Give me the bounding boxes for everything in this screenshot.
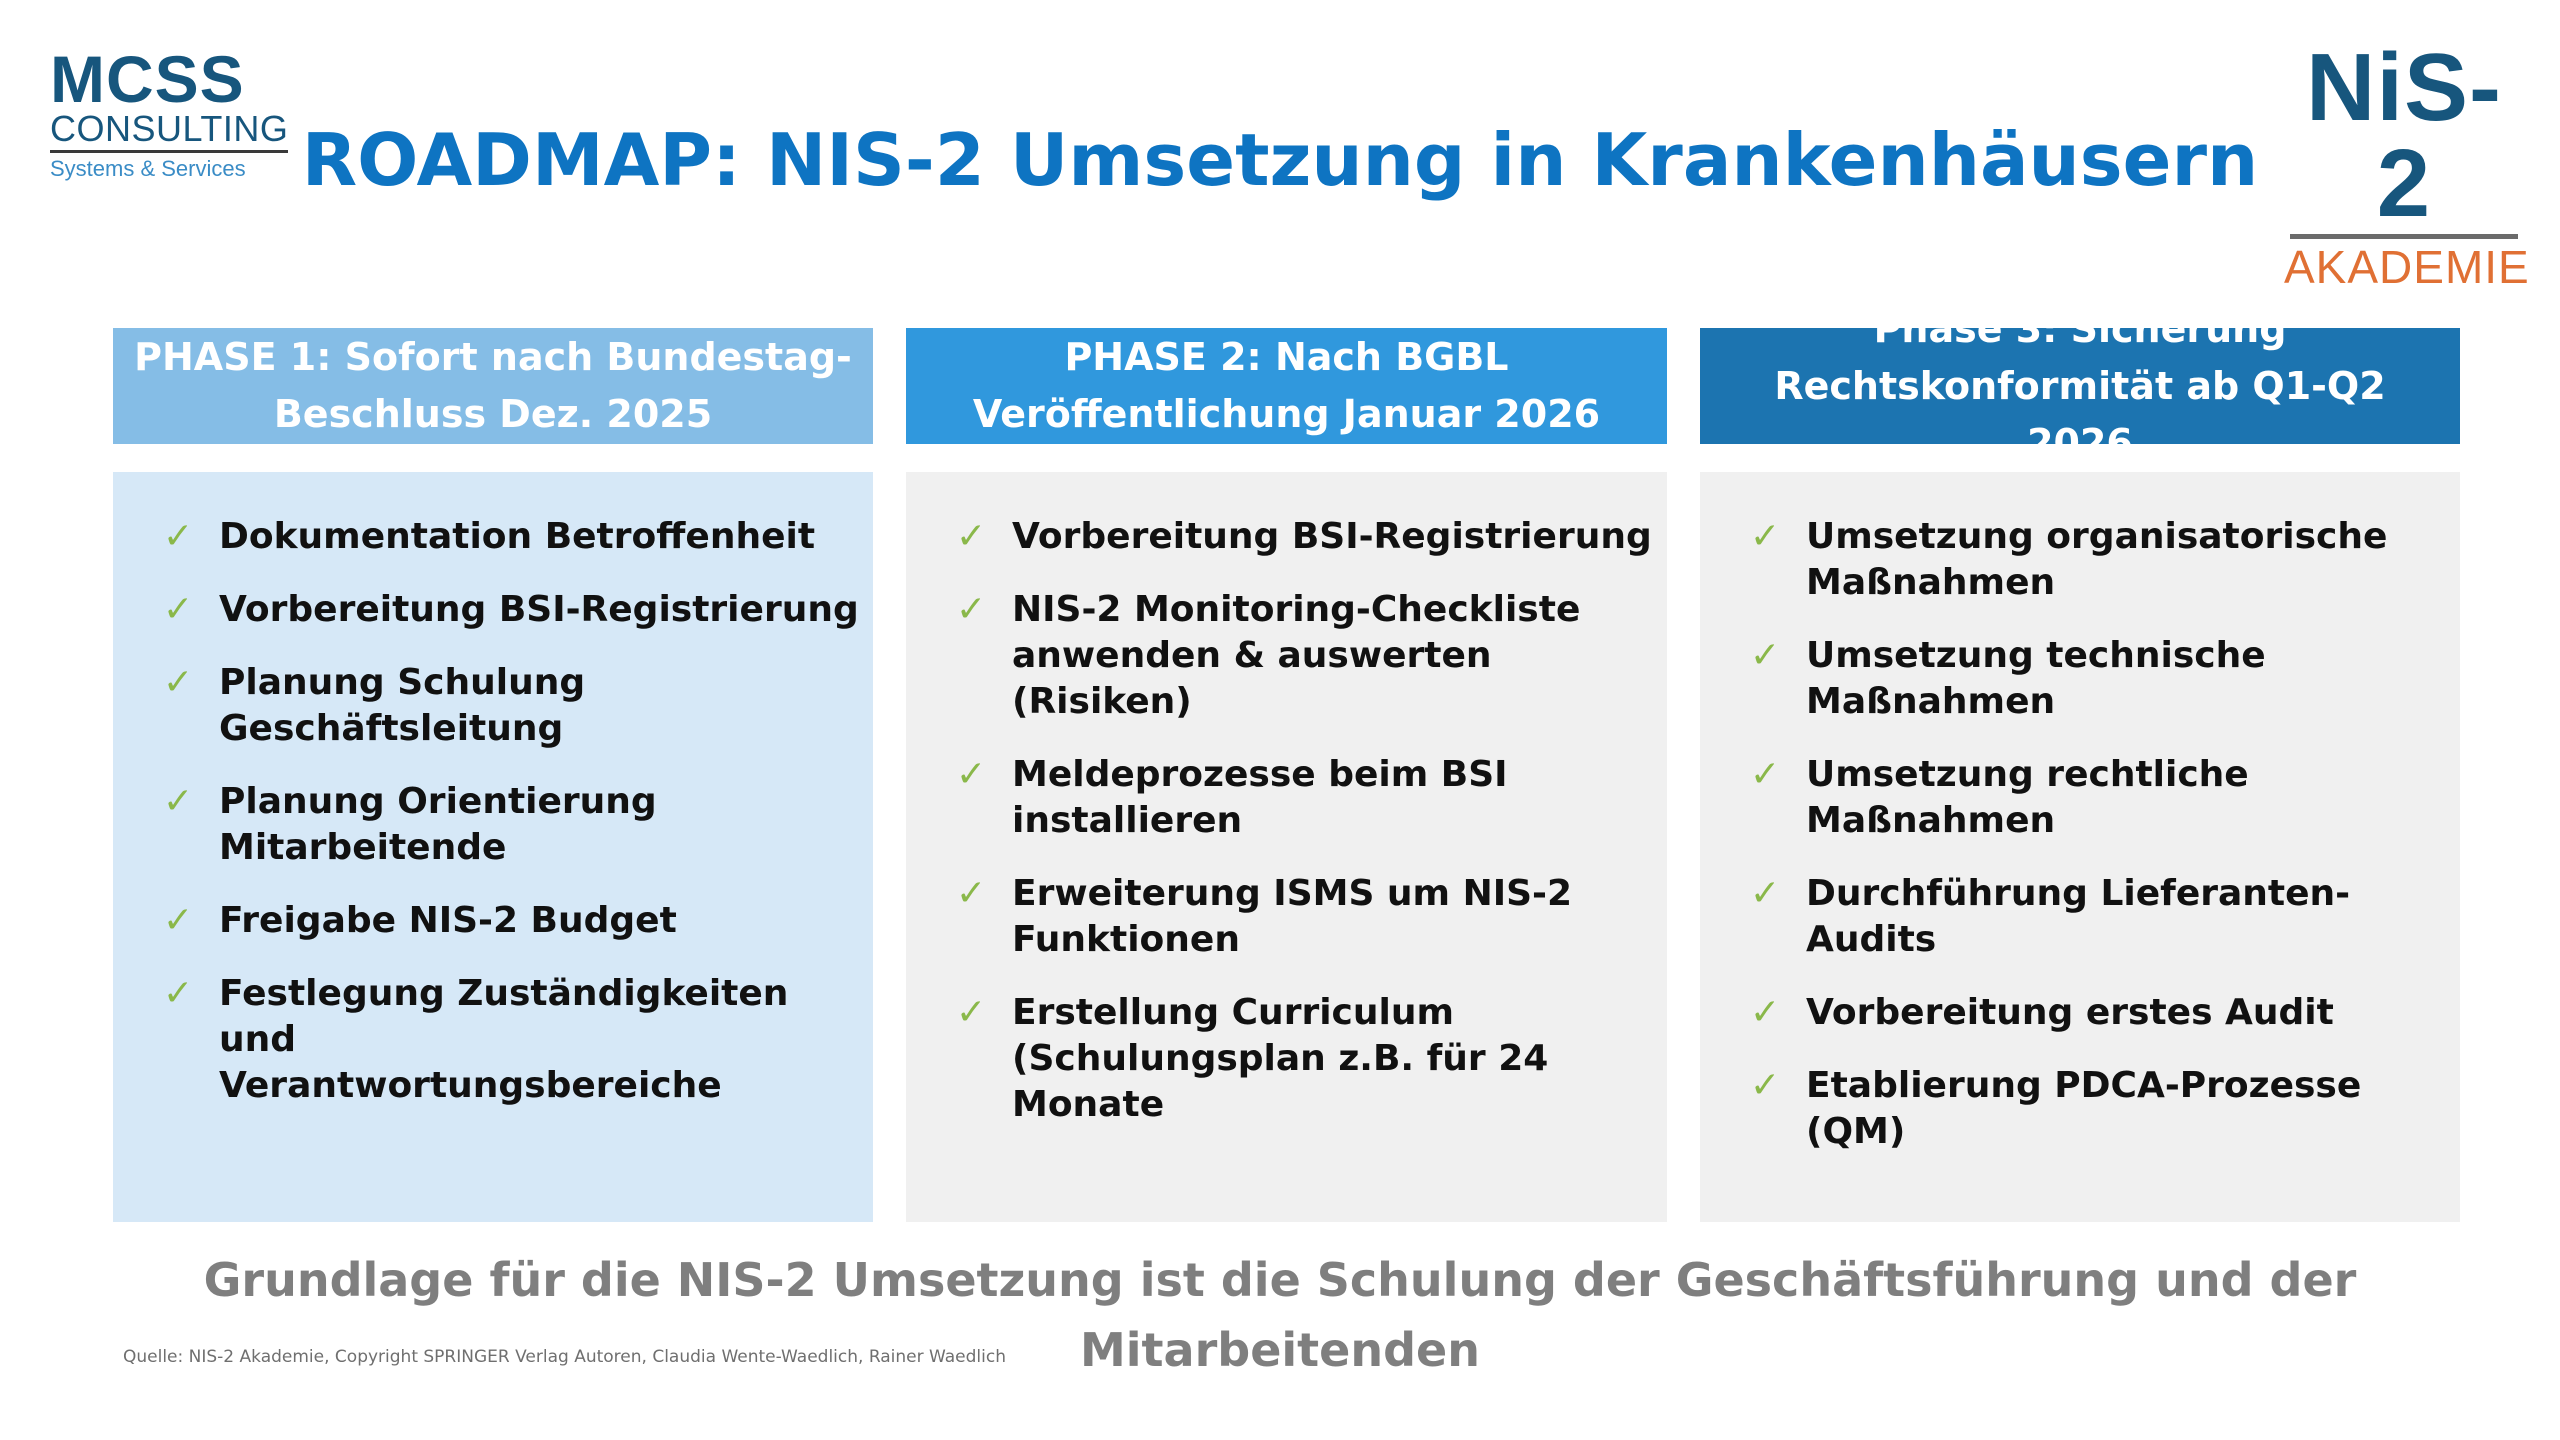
- phase-2-panel: ✓ Vorbereitung BSI-Registrierung ✓ NIS-2…: [906, 472, 1667, 1222]
- checkmark-icon: ✓: [163, 781, 194, 822]
- checklist-item-text: Vorbereitung erstes Audit: [1806, 992, 2334, 1033]
- checklist-item: ✓ Durchführung Lieferanten-Audits: [1750, 871, 2460, 963]
- checklist-item-text: Erstellung Curriculum (Schulungsplan z.B.…: [1012, 992, 1549, 1125]
- checklist-item: ✓ Planung Orientierung Mitarbeitende: [163, 779, 873, 871]
- checkmark-icon: ✓: [956, 992, 987, 1033]
- checkmark-icon: ✓: [1750, 635, 1781, 676]
- checklist-item-text: Vorbereitung BSI-Registrierung: [1012, 516, 1652, 557]
- checklist-item: ✓ Erstellung Curriculum (Schulungsplan z.…: [956, 990, 1667, 1128]
- phase-3-header: Phase 3: Sicherung Rechtskonformität ab …: [1700, 307, 2460, 465]
- phase-1-header: PHASE 1: Sofort nach Bundestag- Beschlus…: [113, 328, 873, 444]
- checklist-item: ✓ Planung Schulung Geschäftsleitung: [163, 660, 873, 752]
- phase-3-panel: ✓ Umsetzung organisatorische Maßnahmen ✓ …: [1700, 472, 2460, 1222]
- checklist-item: ✓ NIS-2 Monitoring-Checkliste anwenden & …: [956, 587, 1667, 725]
- checklist-item: ✓ Vorbereitung BSI-Registrierung: [956, 514, 1667, 560]
- source-citation: Quelle: NIS-2 Akademie, Copyright SPRING…: [123, 1347, 1006, 1367]
- checkmark-icon: ✓: [163, 589, 194, 630]
- checkmark-icon: ✓: [956, 754, 987, 795]
- checklist-item-text: Durchführung Lieferanten-Audits: [1806, 873, 2351, 960]
- checklist-item-text: Planung Schulung Geschäftsleitung: [219, 662, 586, 749]
- checklist-item: ✓ Erweiterung ISMS um NIS-2 Funktionen: [956, 871, 1667, 963]
- slide-title: ROADMAP: NIS-2 Umsetzung in Krankenhäuse…: [301, 118, 2259, 202]
- checklist-item: ✓ Umsetzung rechtliche Maßnahmen: [1750, 752, 2460, 844]
- checkmark-icon: ✓: [956, 589, 987, 630]
- nis2-logo-line1: NiS-2: [2306, 34, 2502, 237]
- phase-2-header-line2: Veröffentlichung Januar 2026: [972, 392, 1601, 436]
- checkmark-icon: ✓: [1750, 992, 1781, 1033]
- checklist-item-text: Umsetzung rechtliche Maßnahmen: [1806, 754, 2249, 841]
- phase-2-checklist: ✓ Vorbereitung BSI-Registrierung ✓ NIS-2…: [906, 472, 1667, 1128]
- mcss-consulting-logo: MCSS CONSULTING Systems & Services: [50, 42, 290, 185]
- checkmark-icon: ✓: [1750, 1065, 1781, 1106]
- checklist-item: ✓ Umsetzung technische Maßnahmen: [1750, 633, 2460, 725]
- checklist-item: ✓ Vorbereitung erstes Audit: [1750, 990, 2460, 1036]
- checklist-item-text: Planung Orientierung Mitarbeitende: [219, 781, 657, 868]
- checklist-item-text: Umsetzung organisatorische Maßnahmen: [1806, 516, 2388, 603]
- phase-2-header: PHASE 2: Nach BGBL Veröffentlichung Janu…: [906, 328, 1667, 444]
- mcss-logo-line3: Systems & Services: [50, 156, 246, 181]
- footer-statement: Grundlage für die NIS-2 Umsetzung ist di…: [203, 1253, 2357, 1377]
- phase-1-panel: ✓ Dokumentation Betroffenheit ✓ Vorberei…: [113, 472, 873, 1222]
- checklist-item-text: Freigabe NIS-2 Budget: [219, 900, 677, 941]
- checklist-item: ✓ Freigabe NIS-2 Budget: [163, 898, 873, 944]
- checkmark-icon: ✓: [1750, 754, 1781, 795]
- mcss-logo-line1: MCSS: [50, 42, 245, 116]
- checklist-item-text: Umsetzung technische Maßnahmen: [1806, 635, 2266, 722]
- checkmark-icon: ✓: [1750, 516, 1781, 557]
- phase-2-header-line1: PHASE 2: Nach BGBL: [1064, 335, 1509, 379]
- checklist-item: ✓ Vorbereitung BSI-Registrierung: [163, 587, 873, 633]
- checklist-item: ✓ Dokumentation Betroffenheit: [163, 514, 873, 560]
- checklist-item-text: NIS-2 Monitoring-Checkliste anwenden & au…: [1012, 589, 1581, 722]
- checklist-item: ✓ Etablierung PDCA-Prozesse (QM): [1750, 1063, 2460, 1155]
- checklist-item-text: Etablierung PDCA-Prozesse (QM): [1806, 1065, 2362, 1152]
- nis2-akademie-logo: NiS-2 AKADEMIE: [2284, 34, 2530, 293]
- phase-3-checklist: ✓ Umsetzung organisatorische Maßnahmen ✓ …: [1700, 472, 2460, 1155]
- checklist-item: ✓ Umsetzung organisatorische Maßnahmen: [1750, 514, 2460, 606]
- checkmark-icon: ✓: [163, 662, 194, 703]
- mcss-logo-line2: CONSULTING: [50, 110, 289, 153]
- nis2-logo-line2: AKADEMIE: [2284, 241, 2530, 293]
- phase-3-header-line1: Phase 3: Sicherung: [1873, 306, 2287, 351]
- checkmark-icon: ✓: [956, 516, 987, 557]
- checkmark-icon: ✓: [163, 900, 194, 941]
- checkmark-icon: ✓: [1750, 873, 1781, 914]
- phase-3-header-line2: Rechtskonformität ab Q1-Q2 2026: [1774, 363, 2386, 465]
- checklist-item-text: Festlegung Zuständigkeiten und Verantwort…: [219, 973, 789, 1106]
- phase-1-checklist: ✓ Dokumentation Betroffenheit ✓ Vorberei…: [113, 472, 873, 1109]
- checklist-item-text: Meldeprozesse beim BSI installieren: [1012, 754, 1508, 841]
- nis2-logo-divider: [2290, 234, 2518, 239]
- checkmark-icon: ✓: [163, 516, 194, 557]
- checklist-item-text: Erweiterung ISMS um NIS-2 Funktionen: [1012, 873, 1573, 960]
- phase-1-header-line1: PHASE 1: Sofort nach Bundestag-: [134, 335, 852, 379]
- checklist-item: ✓ Festlegung Zuständigkeiten und Verantwo…: [163, 971, 873, 1109]
- checkmark-icon: ✓: [163, 973, 194, 1014]
- checklist-item: ✓ Meldeprozesse beim BSI installieren: [956, 752, 1667, 844]
- checklist-item-text: Vorbereitung BSI-Registrierung: [219, 589, 859, 630]
- checklist-item-text: Dokumentation Betroffenheit: [219, 516, 816, 557]
- checkmark-icon: ✓: [956, 873, 987, 914]
- phase-1-header-line2: Beschluss Dez. 2025: [273, 392, 713, 436]
